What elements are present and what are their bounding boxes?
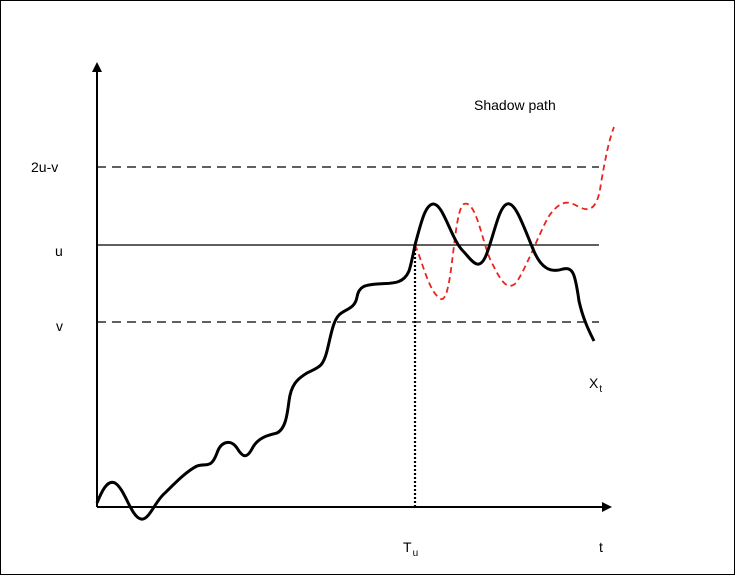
process-path-curve (95, 202, 596, 521)
label-process-subscript: t (599, 384, 602, 395)
label-time-axis: t (599, 539, 603, 555)
label-2u-v: 2u-v (31, 159, 58, 175)
label-shadow-path: Shadow path (474, 97, 556, 113)
label-hitting-time: Tu (403, 539, 418, 559)
label-process-main: X (589, 375, 599, 391)
label-process: Xt (589, 375, 602, 395)
label-v: v (56, 318, 63, 334)
shadow-path-curve (414, 126, 615, 300)
label-u: u (55, 243, 63, 259)
label-hitting-time-subscript: u (413, 548, 419, 559)
label-hitting-time-main: T (403, 539, 412, 555)
